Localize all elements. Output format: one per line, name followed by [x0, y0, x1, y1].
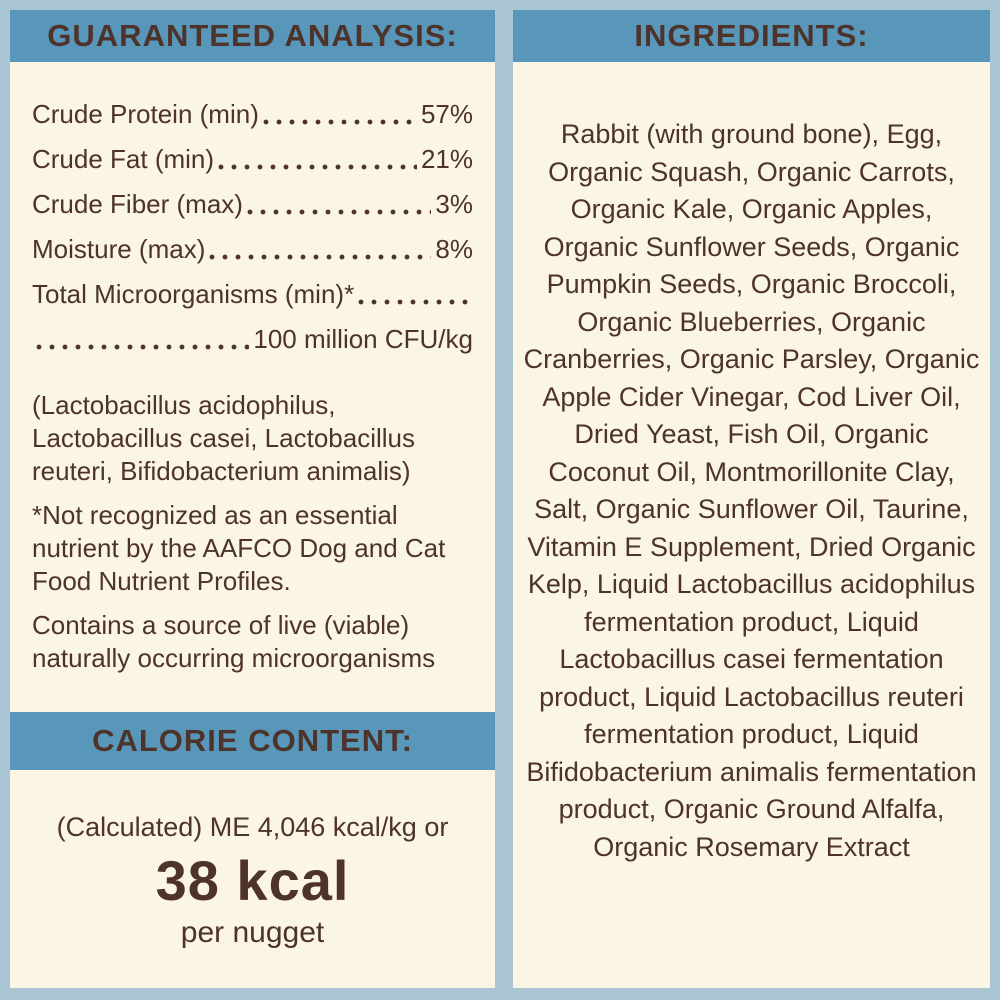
- analysis-row-total-microorganisms: Total Microorganisms (min)*: [32, 272, 473, 317]
- aafco-footnote: *Not recognized as an essential nutrient…: [32, 500, 446, 596]
- analysis-label: Crude Fat (min): [32, 144, 215, 174]
- guaranteed-analysis-panel: GUARANTEED ANALYSIS: Crude Protein (min)…: [10, 10, 495, 988]
- ingredients-header: INGREDIENTS:: [513, 10, 990, 62]
- analysis-row-moisture: Moisture (max) 8%: [32, 227, 473, 272]
- analysis-row-crude-fiber: Crude Fiber (max) 3%: [32, 182, 473, 227]
- dot-leader: [262, 119, 417, 125]
- analysis-table: Crude Protein (min) 57% Crude Fat (min) …: [32, 92, 473, 362]
- analysis-label: Crude Protein (min): [32, 99, 259, 129]
- analysis-label: Moisture (max): [32, 234, 206, 264]
- calorie-per-nugget-value: 38 kcal: [155, 849, 350, 912]
- calorie-content-header: CALORIE CONTENT:: [10, 712, 495, 770]
- analysis-label: Crude Fiber (max): [32, 189, 243, 219]
- calorie-per-nugget-label: per nugget: [180, 916, 325, 949]
- dot-leader: [36, 344, 250, 350]
- analysis-row-crude-protein: Crude Protein (min) 57%: [32, 92, 473, 137]
- dot-leader: [246, 209, 432, 215]
- analysis-value: 100 million CFU/kg: [253, 324, 473, 354]
- analysis-row-microorganisms-value: 100 million CFU/kg: [32, 317, 473, 362]
- analysis-label: Total Microorganisms (min)*: [32, 279, 355, 309]
- ingredients-list: Rabbit (with ground bone), Egg, Organic …: [523, 119, 980, 862]
- dot-leader: [358, 299, 469, 305]
- calorie-kcal-per-kg: (Calculated) ME 4,046 kcal/kg or: [56, 812, 449, 842]
- live-microorganisms-note: Contains a source of live (viable) natur…: [32, 610, 436, 673]
- dot-leader: [209, 254, 432, 260]
- analysis-value: 21%: [420, 144, 473, 174]
- analysis-value: 57%: [420, 99, 473, 129]
- microorganism-species-note: (Lactobacillus acidophilus, Lactobacillu…: [32, 390, 415, 486]
- dot-leader: [218, 164, 417, 170]
- analysis-row-crude-fat: Crude Fat (min) 21%: [32, 137, 473, 182]
- analysis-value: 3%: [435, 189, 473, 219]
- guaranteed-analysis-header: GUARANTEED ANALYSIS:: [10, 10, 495, 62]
- ingredients-panel: INGREDIENTS: Rabbit (with ground bone), …: [513, 10, 990, 988]
- analysis-value: 8%: [435, 234, 473, 264]
